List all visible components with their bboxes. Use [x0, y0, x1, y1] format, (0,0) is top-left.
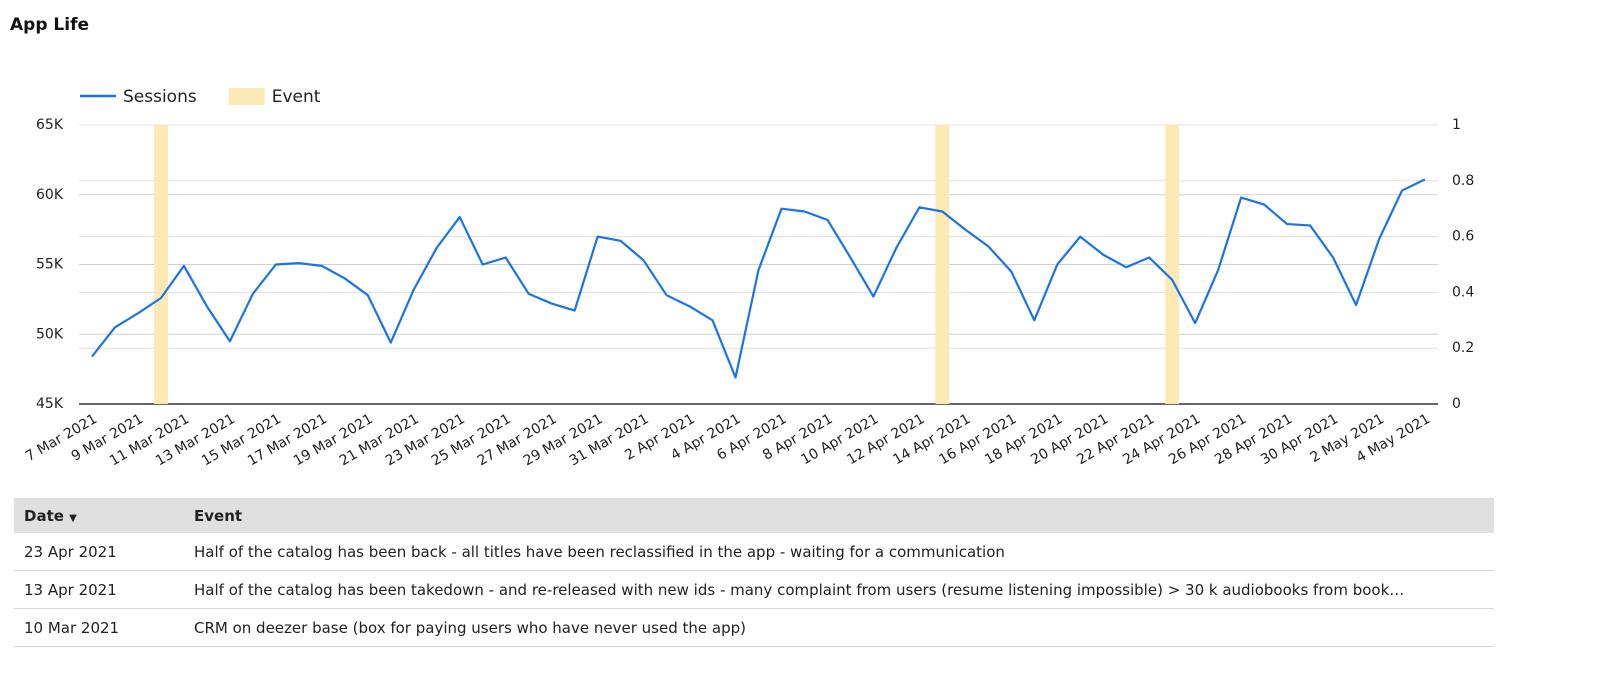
y-tick-label: 45K — [36, 396, 64, 412]
sessions-line — [91, 178, 1426, 379]
y2-tick-label: 1 — [1452, 117, 1461, 133]
table-row[interactable]: 13 Apr 2021 Half of the catalog has been … — [14, 570, 1494, 609]
events-table: Date ▼ Event 23 Apr 2021 Half of the cata… — [14, 498, 1494, 647]
y2-tick-label: 0.6 — [1452, 229, 1474, 245]
page-title: App Life — [10, 15, 89, 35]
table-cell: 13 Apr 2021 — [14, 570, 184, 609]
table-row[interactable]: 23 Apr 2021 Half of the catalog has been … — [14, 533, 1494, 571]
y2-tick-label: 0.2 — [1452, 340, 1474, 356]
table-cell: 23 Apr 2021 — [14, 533, 184, 571]
table-cell: CRM on deezer base (box for paying users… — [184, 608, 1494, 647]
y-tick-label: 55K — [36, 257, 64, 273]
event-bar — [935, 125, 950, 404]
column-header[interactable]: Event — [184, 498, 1494, 533]
table-cell: Half of the catalog has been takedown - … — [184, 570, 1494, 609]
column-label: Event — [194, 506, 243, 525]
column-header[interactable]: Date ▼ — [14, 498, 184, 533]
table-cell: 10 Mar 2021 — [14, 608, 184, 647]
event-bar — [153, 125, 168, 404]
table-cell: Half of the catalog has been back - all … — [184, 533, 1494, 571]
table-row[interactable]: 10 Mar 2021 CRM on deezer base (box for p… — [14, 608, 1494, 647]
column-label: Date — [24, 506, 64, 525]
legend-label: Sessions — [123, 87, 197, 107]
legend-swatch — [228, 88, 265, 105]
y-tick-label: 50K — [36, 326, 64, 342]
sort-icon: ▼ — [69, 512, 77, 524]
y-tick-label: 60K — [36, 187, 64, 203]
y2-tick-label: 0 — [1452, 396, 1461, 412]
event-bar — [1165, 125, 1180, 404]
y-tick-label: 65K — [36, 117, 64, 133]
y2-tick-label: 0.8 — [1452, 173, 1474, 189]
y2-tick-label: 0.4 — [1452, 284, 1474, 300]
legend-label: Event — [272, 87, 321, 107]
